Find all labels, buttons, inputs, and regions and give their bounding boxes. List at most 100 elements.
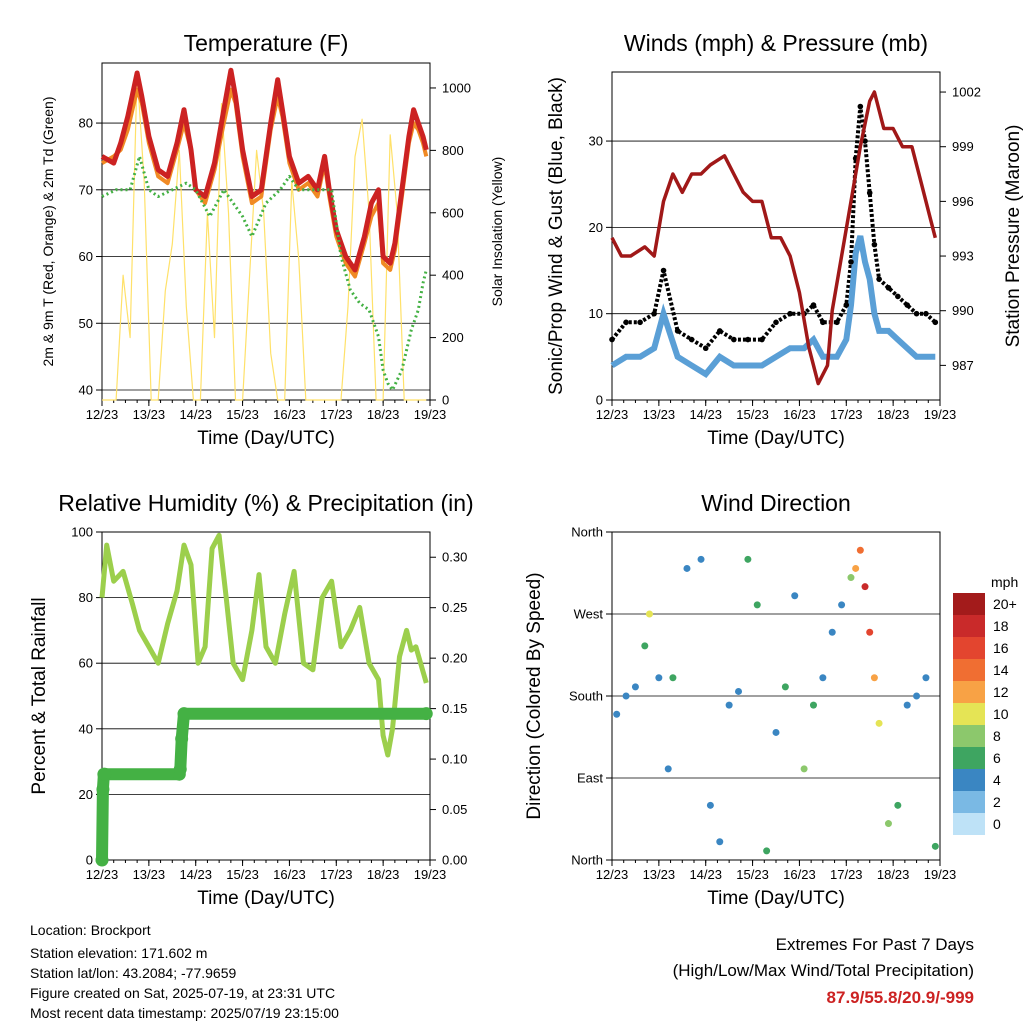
gust-point <box>871 241 878 248</box>
x-tick-label: 19/23 <box>414 867 447 882</box>
precip-point <box>173 762 187 776</box>
y-tick-label: 60 <box>79 656 93 671</box>
direction-point <box>894 801 902 809</box>
precip-point <box>177 707 191 721</box>
panel-1: Winds (mph) & Pressure (mb) 12/23 13/23 14/… <box>546 30 1024 449</box>
x-tick-label: 12/23 <box>86 407 119 422</box>
x-tick-label: 15/23 <box>736 867 769 882</box>
y-tick-label: 70 <box>79 182 93 197</box>
x-tick-label: 18/23 <box>877 407 910 422</box>
direction-point <box>884 820 892 828</box>
y2-tick-label: 1000 <box>442 80 471 95</box>
x-tick-label: 16/23 <box>273 867 306 882</box>
x-tick-label: 19/23 <box>924 867 957 882</box>
y-axis-label: 2m & 9m T (Red, Orange) & 2m Td (Green) <box>40 97 56 367</box>
direction-point <box>861 583 869 591</box>
gust-point <box>651 310 657 317</box>
chart-canvas: Temperature (F) 12/23 13/23 14/23 15/23 16/23… <box>29 30 1024 909</box>
x-tick-label: 13/23 <box>133 867 166 882</box>
x-tick-label: 15/23 <box>736 407 769 422</box>
x-tick-label: 16/23 <box>783 407 816 422</box>
precip-point <box>95 853 109 867</box>
direction-point <box>847 574 855 582</box>
y2-axis-label: Solar Insolation (Yellow) <box>489 157 505 307</box>
gust-point <box>609 336 615 343</box>
x-tick-label: 18/23 <box>367 407 400 422</box>
precip-point <box>175 732 189 746</box>
direction-point <box>913 692 921 700</box>
precip-point <box>98 767 112 781</box>
y2-tick-label: 0.05 <box>442 802 467 817</box>
gust-point <box>843 302 850 308</box>
temp-2m-line <box>100 67 429 273</box>
y-axis-label: Direction (Colored By Speed) <box>524 572 545 819</box>
x-tick-label: 17/23 <box>830 407 863 422</box>
x-tick-label: 12/23 <box>596 867 629 882</box>
gust-point <box>862 138 868 144</box>
gust-point <box>895 293 901 300</box>
gust-point <box>848 259 854 265</box>
y2-tick-label: 0.10 <box>442 752 467 767</box>
x-tick-label: 13/23 <box>643 407 676 422</box>
direction-point <box>772 728 780 736</box>
direction-point <box>856 546 864 554</box>
panel-0: Temperature (F) 12/23 13/23 14/23 15/23 16/23… <box>40 30 505 449</box>
gust-point <box>745 336 751 343</box>
precip-point <box>419 707 433 721</box>
x-tick-label: 13/23 <box>643 867 676 882</box>
x-tick-label: 14/23 <box>179 867 212 882</box>
direction-point <box>622 692 630 700</box>
y-tick-label: East <box>577 771 603 786</box>
y-tick-label: West <box>574 607 604 622</box>
plot-frame <box>611 71 941 401</box>
y2-tick-label: 0.30 <box>442 550 467 565</box>
direction-point <box>828 628 836 636</box>
footer-location: Location: Brockport <box>30 922 151 938</box>
colorbar-tick-label: 12 <box>993 684 1009 700</box>
colorbar-swatch <box>953 813 985 835</box>
y-tick-label: 40 <box>79 721 93 736</box>
x-tick-label: 17/23 <box>320 407 353 422</box>
colorbar-swatch <box>953 769 985 791</box>
direction-point <box>931 842 939 850</box>
colorbar-swatch <box>953 615 985 637</box>
gust-point <box>834 319 840 326</box>
x-tick-label: 18/23 <box>367 867 400 882</box>
direction-point <box>819 674 827 682</box>
y-tick-label: 10 <box>589 306 603 321</box>
y-tick-label: 80 <box>79 590 93 605</box>
y2-tick-label: 0.15 <box>442 701 467 716</box>
panel-2: Relative Humidity (%) & Precipitation (i… <box>29 490 474 909</box>
direction-point <box>744 555 752 563</box>
y2-tick-label: 993 <box>952 249 974 264</box>
x-tick-label: 17/23 <box>830 867 863 882</box>
colorbar-tick-label: 10 <box>993 706 1009 722</box>
direction-point <box>903 701 911 709</box>
colorbar-tick-label: 8 <box>993 728 1001 744</box>
gust-point <box>674 328 681 334</box>
y-tick-label: 80 <box>79 116 93 131</box>
direction-point <box>809 701 817 709</box>
chart-title: Winds (mph) & Pressure (mb) <box>624 30 928 56</box>
direction-point <box>852 564 860 572</box>
gust-point <box>885 284 892 291</box>
direction-point <box>800 765 808 773</box>
y2-tick-label: 0.25 <box>442 600 467 615</box>
gust-point <box>876 276 882 282</box>
y-tick-label: 0 <box>86 853 93 868</box>
chart-title: Wind Direction <box>701 490 851 516</box>
x-tick-label: 14/23 <box>689 867 722 882</box>
solar-line <box>102 71 427 401</box>
y-tick-label: 0 <box>596 393 603 408</box>
x-tick-label: 15/23 <box>226 407 259 422</box>
colorbar-swatch <box>953 681 985 703</box>
y-tick-label: North <box>571 853 603 868</box>
precip-point <box>96 782 110 796</box>
y2-tick-label: 0 <box>442 393 449 408</box>
colorbar-swatch <box>953 703 985 725</box>
direction-point <box>870 674 878 682</box>
direction-point <box>725 701 733 709</box>
gust-point <box>932 319 939 326</box>
direction-point <box>875 719 883 727</box>
colorbar-tick-label: 18 <box>993 618 1009 634</box>
